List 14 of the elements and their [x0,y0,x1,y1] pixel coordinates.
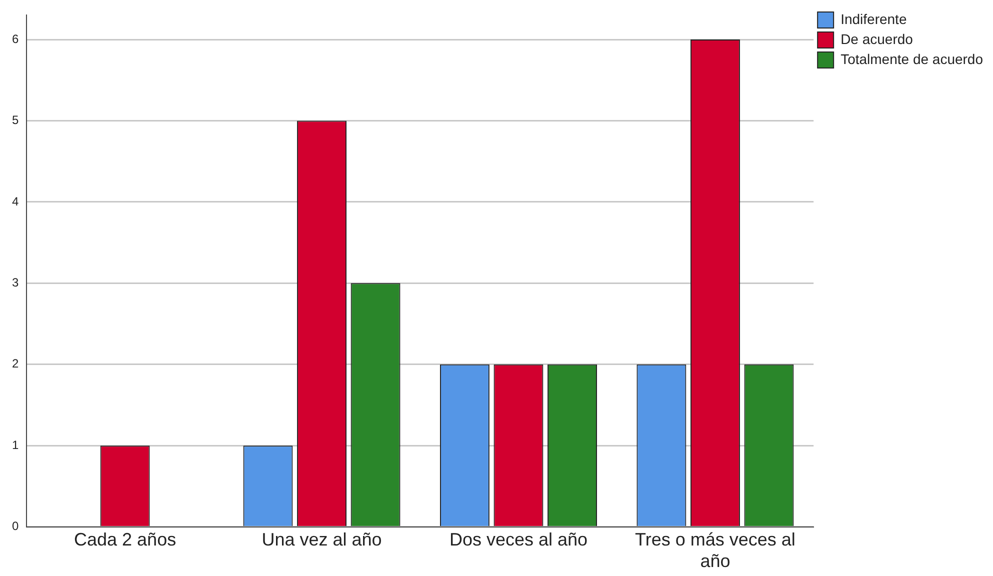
y-tick-label: 3 [12,275,19,290]
y-tick-label: 2 [12,356,19,371]
x-tick-label: Tres o más veces al año [635,530,796,572]
x-tick-label: Cada 2 años [74,530,176,550]
y-tick-label: 0 [12,519,19,534]
y-tick-label: 1 [12,438,19,452]
x-tick-label: Una vez al año [262,530,382,550]
x-tick-label: Dos veces al año [449,530,588,550]
legend-label: De acuerdo [840,30,914,47]
y-tick-label: 4 [12,194,19,208]
y-tick-label: 5 [12,113,19,128]
legend-label: Indiferente [840,10,907,27]
legend-label: Totalmente de acuerdo [840,50,984,67]
y-tick-label: 6 [12,32,19,46]
